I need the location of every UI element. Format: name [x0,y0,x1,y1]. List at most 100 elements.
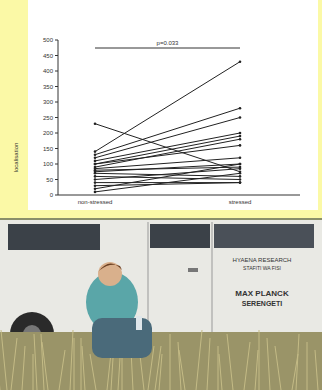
background [0,0,322,218]
door-line [148,222,149,332]
y-tick [55,179,58,180]
grass-blade [219,354,222,390]
grass-blade [218,346,219,390]
annotation: p=0.033 [157,40,180,46]
chart-panel [28,0,318,210]
point [94,160,97,163]
pair-line [95,169,240,180]
y-tick-label: 150 [43,146,54,152]
van-window [214,224,314,248]
point [239,138,242,141]
grass-blade [70,330,73,390]
point [94,184,97,187]
grass-blade [227,334,233,390]
grass-blade [315,350,318,390]
point [94,163,97,166]
point [94,191,97,194]
point [239,157,242,160]
van-window [150,224,210,248]
grass-blade [207,338,210,390]
y-tick-label: 250 [43,115,54,121]
grass-blade [292,354,298,390]
person-hair [98,263,122,272]
y-tick [55,71,58,72]
handle [188,268,198,272]
point [239,175,242,178]
door-line [212,222,213,332]
point [94,188,97,191]
point [239,167,242,170]
point [94,122,97,125]
y-tick [55,86,58,87]
grass [0,332,322,390]
point [239,116,242,119]
grass-blade [34,334,37,390]
grass-blade [33,354,34,390]
point [239,163,242,166]
van-text: STAFITI WA FISI [243,265,281,271]
y-tick [55,117,58,118]
y-tick-label: 500 [43,37,54,43]
grass-blade [11,338,17,390]
point [239,181,242,184]
grass-blade [196,330,202,390]
x-tick-label: stressed [229,199,252,205]
grass-blade [255,350,258,390]
y-tick [55,40,58,41]
point [94,178,97,181]
van-text: HYAENA RESEARCH [233,257,292,263]
grass-blade [81,338,82,390]
plot-data [94,60,242,193]
point [239,181,242,184]
grass-blade [82,346,85,390]
y-tick [55,148,58,149]
person-legs [92,318,152,358]
grass-blade [275,346,281,390]
grass-blade [90,354,96,390]
point [94,153,97,156]
grass-blade [170,334,171,390]
point [239,172,242,175]
y-tick-label: 450 [43,53,54,59]
vial [136,316,142,330]
point [94,157,97,160]
point [239,132,242,135]
y-tick-label: 50 [46,177,53,183]
grass-blade [244,342,250,390]
van-body [0,220,322,332]
grass-blade [178,342,181,390]
pair-line [95,145,240,164]
bracket [95,48,240,49]
y-tick-label: 100 [43,161,54,167]
y-tick-label: 400 [43,68,54,74]
grass-blade [59,350,65,390]
pair-line [95,158,240,169]
point [94,172,97,175]
van-window [8,224,100,250]
y-tick-label: 350 [43,84,54,90]
grass-blade [74,338,75,390]
grass-blade [267,338,270,390]
point [94,163,97,166]
point [239,144,242,147]
grass-blade [259,330,260,390]
pair-line [95,133,240,161]
y-tick-label: 200 [43,130,54,136]
photo-bg [0,218,322,390]
y-tick [55,195,58,196]
van-text: MAX PLANCK [235,289,289,298]
y-tick [55,102,58,103]
grass-blade [307,342,308,390]
point [94,175,97,178]
point [94,181,97,184]
point [239,107,242,110]
y-tick [55,133,58,134]
y-tick [55,55,58,56]
grass-blade [22,346,25,390]
pair-line [95,173,240,192]
point [239,135,242,138]
y-tick-label: 300 [43,99,54,105]
point [239,60,242,63]
van-text: SERENGETI [242,300,283,307]
point [94,150,97,153]
